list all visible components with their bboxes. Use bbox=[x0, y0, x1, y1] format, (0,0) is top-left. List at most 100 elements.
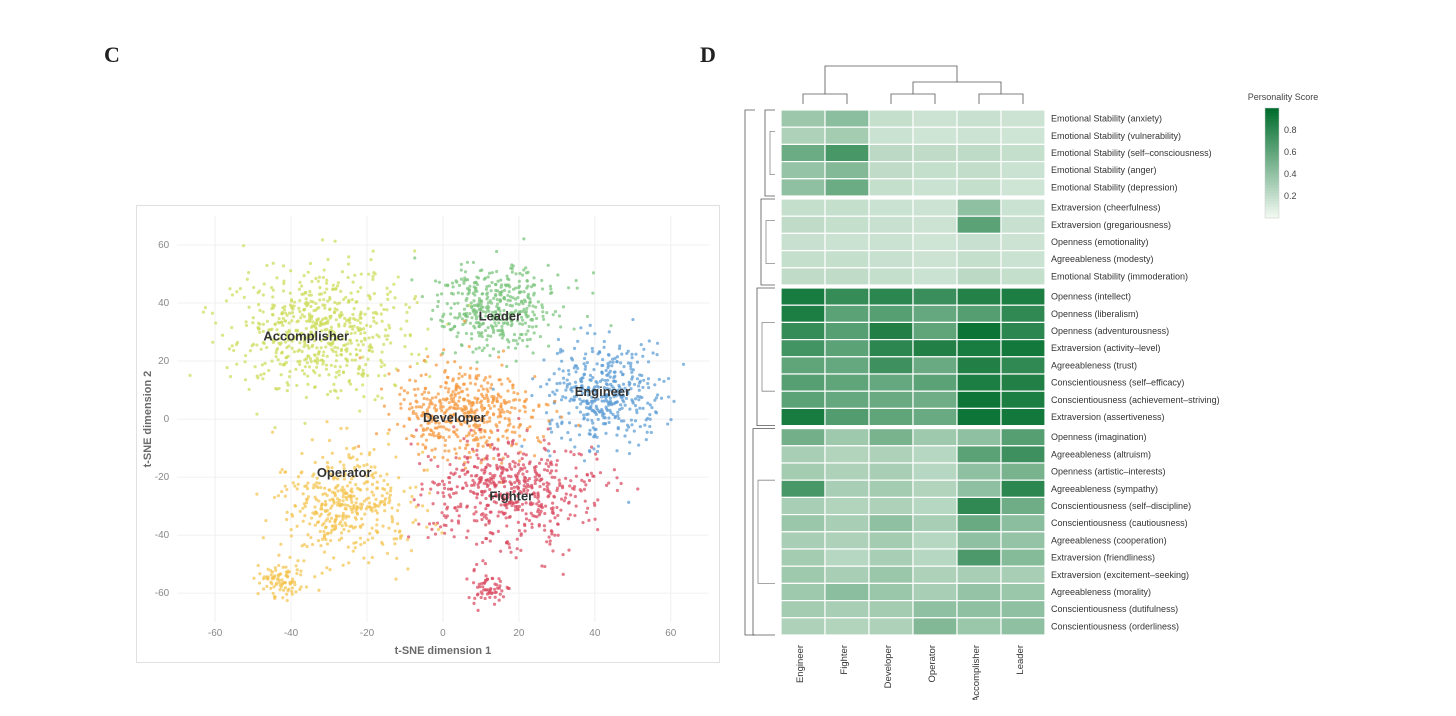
heatmap-cell bbox=[781, 127, 825, 144]
heatmap-cell bbox=[913, 515, 957, 532]
heatmap-cell bbox=[825, 515, 869, 532]
heatmap-cell bbox=[1001, 446, 1045, 463]
heatmap-cell bbox=[825, 549, 869, 566]
heatmap-cell bbox=[913, 429, 957, 446]
svg-text:60: 60 bbox=[665, 628, 677, 639]
heatmap-cell bbox=[869, 179, 913, 196]
panel-c-label: C bbox=[104, 42, 120, 68]
heatmap-cell bbox=[869, 216, 913, 233]
panel-d-heatmap: Emotional Stability (anxiety)Emotional S… bbox=[735, 60, 1335, 700]
heatmap-row-label: Agreeableness (altruism) bbox=[1051, 449, 1151, 459]
svg-text:-40: -40 bbox=[284, 628, 299, 639]
heatmap-cell bbox=[825, 233, 869, 250]
heatmap-cell bbox=[825, 391, 869, 408]
heatmap-cell bbox=[957, 497, 1001, 514]
svg-text:-60: -60 bbox=[208, 628, 223, 639]
heatmap-col-label: Engineer bbox=[795, 645, 806, 683]
heatmap-cell bbox=[869, 408, 913, 425]
heatmap-cell bbox=[1001, 601, 1045, 618]
heatmap-cell bbox=[869, 233, 913, 250]
heatmap-cell bbox=[913, 601, 957, 618]
heatmap-col-label: Developer bbox=[883, 645, 894, 688]
heatmap-cell bbox=[913, 391, 957, 408]
heatmap-cell bbox=[1001, 305, 1045, 322]
heatmap-cell bbox=[825, 446, 869, 463]
heatmap-cell bbox=[1001, 233, 1045, 250]
cluster-label-leader: Leader bbox=[479, 308, 521, 323]
heatmap-cell bbox=[1001, 179, 1045, 196]
cluster-label-engineer: Engineer bbox=[575, 384, 630, 399]
svg-text:0: 0 bbox=[164, 414, 170, 425]
heatmap-row-label: Openness (imagination) bbox=[1051, 432, 1147, 442]
heatmap-cell bbox=[781, 340, 825, 357]
heatmap-row-label: Agreeableness (cooperation) bbox=[1051, 535, 1167, 545]
heatmap-cell bbox=[869, 322, 913, 339]
heatmap-cell bbox=[913, 463, 957, 480]
heatmap-cell bbox=[913, 583, 957, 600]
heatmap-cell bbox=[1001, 532, 1045, 549]
heatmap-cell bbox=[913, 305, 957, 322]
heatmap-cell bbox=[957, 162, 1001, 179]
heatmap-cell bbox=[781, 408, 825, 425]
heatmap-cell bbox=[913, 446, 957, 463]
heatmap-cell bbox=[1001, 322, 1045, 339]
heatmap-cell bbox=[869, 340, 913, 357]
heatmap-cell bbox=[957, 549, 1001, 566]
heatmap-cell bbox=[1001, 288, 1045, 305]
heatmap-cell bbox=[825, 583, 869, 600]
heatmap-cell bbox=[781, 463, 825, 480]
heatmap-cell bbox=[913, 374, 957, 391]
heatmap-cell bbox=[957, 110, 1001, 127]
panel-d-svg: Emotional Stability (anxiety)Emotional S… bbox=[735, 60, 1335, 700]
heatmap-cell bbox=[957, 233, 1001, 250]
heatmap-cell bbox=[781, 110, 825, 127]
heatmap-cell bbox=[781, 391, 825, 408]
heatmap-col-label: Operator bbox=[927, 645, 938, 683]
svg-text:-20: -20 bbox=[360, 628, 375, 639]
heatmap-cell bbox=[869, 480, 913, 497]
heatmap-cell bbox=[825, 532, 869, 549]
heatmap-legend-title: Personality Score bbox=[1248, 92, 1319, 102]
heatmap-cell bbox=[825, 268, 869, 285]
heatmap-cell bbox=[957, 144, 1001, 161]
cluster-label-developer: Developer bbox=[423, 410, 486, 425]
heatmap-cell bbox=[913, 268, 957, 285]
heatmap-row-label: Conscientiousness (dutifulness) bbox=[1051, 604, 1178, 614]
heatmap-cell bbox=[957, 199, 1001, 216]
heatmap-row-label: Conscientiousness (self–efficacy) bbox=[1051, 378, 1184, 388]
heatmap-row-label: Emotional Stability (immoderation) bbox=[1051, 271, 1188, 281]
heatmap-cell bbox=[1001, 162, 1045, 179]
heatmap-col-label: Leader bbox=[1015, 645, 1026, 675]
heatmap-cell bbox=[957, 357, 1001, 374]
heatmap-cell bbox=[1001, 251, 1045, 268]
heatmap-legend-tick: 0.4 bbox=[1284, 169, 1297, 179]
heatmap-cell bbox=[825, 357, 869, 374]
heatmap-col-label: Fighter bbox=[839, 645, 850, 675]
heatmap-row-label: Agreeableness (morality) bbox=[1051, 587, 1151, 597]
heatmap-row-label: Openness (intellect) bbox=[1051, 292, 1131, 302]
heatmap-cell bbox=[781, 532, 825, 549]
heatmap-row-label: Conscientiousness (orderliness) bbox=[1051, 621, 1179, 631]
heatmap-cell bbox=[957, 618, 1001, 635]
heatmap-row-label: Emotional Stability (vulnerability) bbox=[1051, 131, 1181, 141]
heatmap-cell bbox=[1001, 480, 1045, 497]
heatmap-cell bbox=[1001, 429, 1045, 446]
heatmap-cell bbox=[913, 532, 957, 549]
heatmap-cell bbox=[957, 374, 1001, 391]
heatmap-cell bbox=[825, 305, 869, 322]
heatmap-cell bbox=[869, 463, 913, 480]
heatmap-cell bbox=[825, 408, 869, 425]
heatmap-cell bbox=[957, 127, 1001, 144]
heatmap-cell bbox=[781, 549, 825, 566]
heatmap-cell bbox=[957, 463, 1001, 480]
heatmap-cell bbox=[781, 268, 825, 285]
heatmap-cell bbox=[1001, 340, 1045, 357]
heatmap-legend-tick: 0.2 bbox=[1284, 191, 1297, 201]
heatmap-cell bbox=[913, 251, 957, 268]
heatmap-row-label: Extraversion (excitement–seeking) bbox=[1051, 570, 1189, 580]
heatmap-cell bbox=[869, 549, 913, 566]
heatmap-row-label: Agreeableness (trust) bbox=[1051, 360, 1137, 370]
heatmap-cell bbox=[781, 566, 825, 583]
heatmap-cell bbox=[781, 144, 825, 161]
heatmap-row-label: Emotional Stability (anger) bbox=[1051, 165, 1157, 175]
